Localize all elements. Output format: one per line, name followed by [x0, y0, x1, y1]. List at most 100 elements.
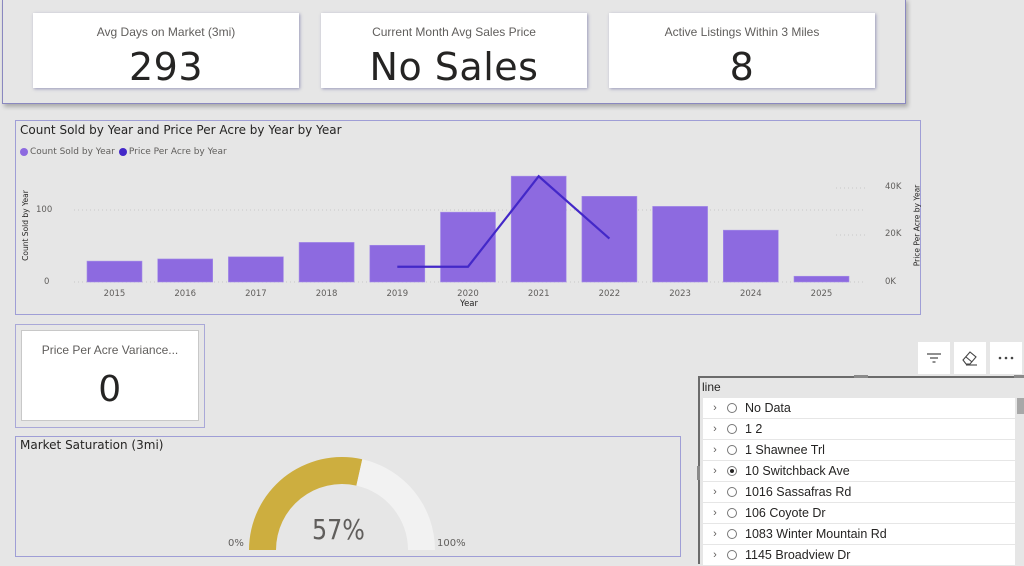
y-right-tick: 0K	[885, 277, 896, 287]
gauge-max-label: 100%	[437, 538, 466, 549]
x-axis-title: Year	[460, 299, 478, 309]
bar-2017[interactable]	[228, 256, 284, 283]
resize-handle-left[interactable]	[697, 466, 700, 480]
slicer-item-label: 1083 Winter Mountain Rd	[745, 527, 887, 541]
chevron-right-icon[interactable]: ›	[713, 444, 717, 456]
chevron-right-icon[interactable]: ›	[713, 507, 717, 519]
radio-button[interactable]	[727, 487, 737, 497]
variance-value: 0	[98, 369, 122, 410]
slicer-item[interactable]: › 1145 Broadview Dr	[703, 545, 1015, 565]
bar-2023[interactable]	[652, 206, 708, 283]
resize-handle-top-right[interactable]	[1014, 375, 1024, 378]
chevron-right-icon[interactable]: ›	[713, 465, 717, 477]
legend-item-count-sold[interactable]: Count Sold by Year	[20, 147, 115, 157]
radio-button[interactable]	[727, 529, 737, 539]
radio-button[interactable]	[727, 403, 737, 413]
slicer-item-label: 10 Switchback Ave	[745, 464, 850, 478]
radio-button[interactable]	[727, 550, 737, 560]
kpi-card-avg-days-on-market[interactable]: Avg Days on Market (3mi) 293	[33, 13, 299, 89]
slicer-item-label: 1145 Broadview Dr	[745, 548, 851, 562]
x-tick: 2023	[669, 289, 691, 299]
variance-label: Price Per Acre Variance...	[41, 343, 179, 357]
y-left-tick: 100	[36, 205, 53, 215]
bar-2016[interactable]	[157, 258, 213, 283]
slicer-item-label: 1 Shawnee Trl	[745, 443, 825, 457]
slicer-item-label: 106 Coyote Dr	[745, 506, 826, 520]
slicer-scrollbar[interactable]	[1016, 398, 1024, 566]
filter-icon	[927, 353, 941, 363]
radio-button[interactable]	[727, 445, 737, 455]
market-saturation-gauge-visual[interactable]: Market Saturation (3mi) 0% 100% 57%	[15, 436, 681, 557]
slicer-toolbar	[918, 342, 1024, 374]
kpi-card-current-month-avg-sales-price[interactable]: Current Month Avg Sales Price No Sales	[321, 13, 587, 89]
radio-button[interactable]	[727, 466, 737, 476]
x-tick: 2025	[811, 289, 833, 299]
slicer-item[interactable]: › 1016 Sassafras Rd	[703, 482, 1015, 502]
gauge-track	[356, 459, 435, 550]
chart-legend: Count Sold by Year Price Per Acre by Yea…	[20, 147, 227, 157]
bar-2025[interactable]	[793, 275, 850, 283]
slicer-item[interactable]: › 1 2	[703, 419, 1015, 439]
legend-label: Count Sold by Year	[30, 147, 115, 157]
x-tick: 2019	[386, 289, 408, 299]
legend-dot-icon	[118, 148, 127, 156]
y-right-tick: 20K	[885, 229, 902, 239]
kpi-value: 8	[729, 45, 755, 89]
chevron-right-icon[interactable]: ›	[713, 549, 717, 561]
bar-2018[interactable]	[298, 242, 355, 283]
slicer-item[interactable]: › 1083 Winter Mountain Rd	[703, 524, 1015, 544]
slicer-item[interactable]: › 106 Coyote Dr	[703, 503, 1015, 523]
bar-2020[interactable]	[440, 211, 496, 283]
gauge-fill	[249, 457, 363, 550]
kpi-label: Active Listings Within 3 Miles	[664, 25, 820, 39]
kpi-label: Current Month Avg Sales Price	[372, 25, 536, 39]
slicer-item[interactable]: › No Data	[703, 398, 1015, 418]
slicer-list: › No Data › 1 2 › 1 Shawnee Trl › 10 Switchback…	[703, 398, 1015, 566]
bar-2015[interactable]	[86, 260, 143, 283]
gauge-title: Market Saturation (3mi)	[20, 438, 164, 452]
chevron-right-icon[interactable]: ›	[713, 402, 717, 414]
combo-chart-visual[interactable]: Count Sold by Year and Price Per Acre by…	[15, 120, 921, 315]
kpi-value: No Sales	[369, 45, 539, 89]
clear-selections-button[interactable]	[954, 342, 986, 374]
price-per-acre-variance-card[interactable]: Price Per Acre Variance... 0	[21, 330, 199, 421]
chevron-right-icon[interactable]: ›	[713, 423, 717, 435]
x-tick: 2021	[528, 289, 550, 299]
combo-chart-plot[interactable]: 2015 2016 2017 2018 2019 2020 2021 2022 2023 2024…	[16, 121, 922, 316]
filter-button[interactable]	[918, 342, 950, 374]
resize-handle-top[interactable]	[854, 375, 868, 378]
radio-button[interactable]	[727, 508, 737, 518]
legend-item-price-per-acre[interactable]: Price Per Acre by Year	[118, 147, 227, 157]
eraser-icon	[962, 351, 977, 366]
radio-button[interactable]	[727, 424, 737, 434]
chevron-right-icon[interactable]: ›	[713, 528, 717, 540]
bar-2022[interactable]	[581, 196, 638, 283]
price-per-acre-line[interactable]	[397, 174, 611, 268]
x-tick: 2016	[174, 289, 196, 299]
bar-2024[interactable]	[722, 229, 779, 283]
more-options-icon	[998, 356, 1014, 360]
chevron-right-icon[interactable]: ›	[713, 486, 717, 498]
legend-dot-icon	[20, 148, 28, 156]
address-slicer: line › No Data › 1 2 › 1 Shawnee Trl › 10 Switc…	[697, 375, 1024, 566]
x-tick: 2022	[599, 289, 621, 299]
gauge-min-label: 0%	[228, 538, 244, 549]
kpi-label: Avg Days on Market (3mi)	[96, 25, 236, 39]
kpi-group: Avg Days on Market (3mi) 293 Current Mon…	[2, 0, 906, 104]
kpi-value: 293	[128, 45, 204, 89]
x-tick: 2020	[457, 289, 479, 299]
gauge-value: 57%	[312, 513, 365, 546]
slicer-item-label: 1016 Sassafras Rd	[745, 485, 852, 499]
variance-card-visual: Price Per Acre Variance... 0	[15, 324, 205, 428]
kpi-card-active-listings[interactable]: Active Listings Within 3 Miles 8	[609, 13, 875, 89]
bar-2019[interactable]	[369, 244, 426, 283]
x-tick: 2017	[245, 289, 267, 299]
gauge-arc	[249, 457, 435, 550]
more-options-button[interactable]	[990, 342, 1022, 374]
y-left-tick: 0	[44, 277, 50, 287]
legend-label: Price Per Acre by Year	[128, 147, 227, 157]
slicer-item[interactable]: › 1 Shawnee Trl	[703, 440, 1015, 460]
slicer-item[interactable]: › 10 Switchback Ave	[703, 461, 1015, 481]
chart-title: Count Sold by Year and Price Per Acre by…	[20, 123, 342, 137]
scroll-thumb[interactable]	[1017, 398, 1024, 414]
